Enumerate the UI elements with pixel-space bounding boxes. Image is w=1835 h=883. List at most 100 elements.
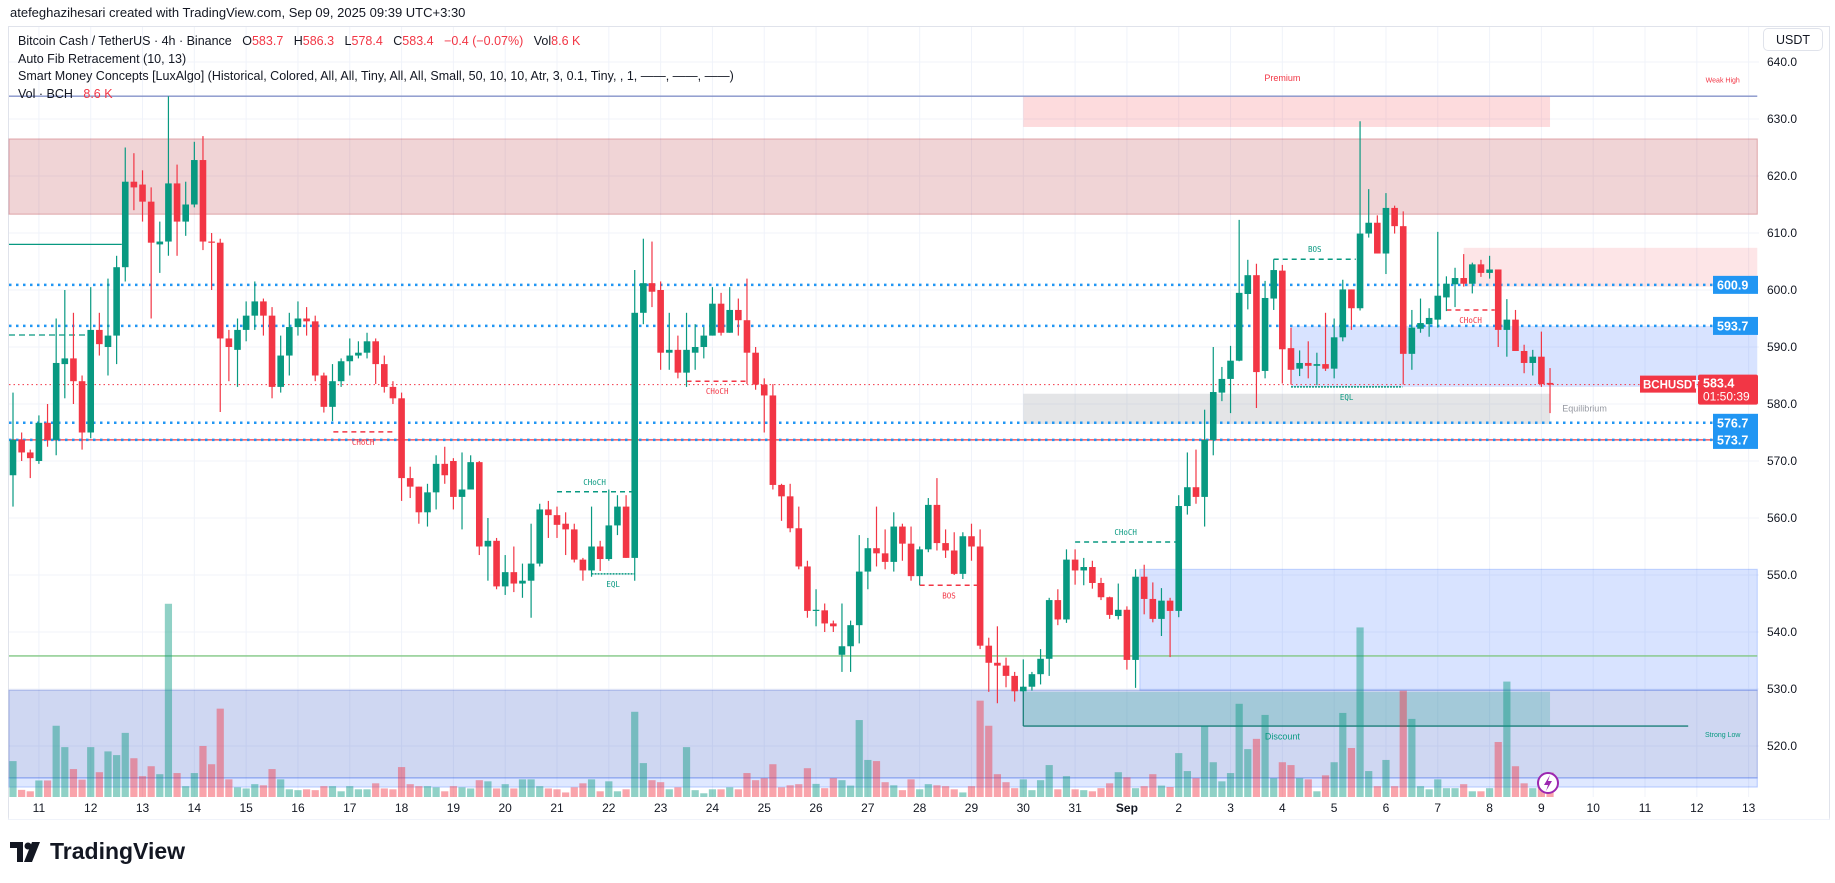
- volume-bar: [950, 789, 958, 797]
- date-label: 14: [188, 801, 202, 815]
- vol-value: 8.6 K: [551, 34, 581, 48]
- volume-bar: [1244, 749, 1252, 797]
- volume-bar: [1226, 773, 1235, 797]
- volume-bar: [1071, 789, 1079, 797]
- price-axis[interactable]: [1759, 27, 1829, 819]
- volume-bar: [415, 786, 423, 797]
- date-label: 24: [706, 801, 720, 815]
- volume-bar: [1468, 791, 1476, 797]
- candle-down: [372, 341, 379, 365]
- volume-bar: [1503, 681, 1511, 797]
- candle-down: [570, 529, 578, 560]
- candle-down: [260, 301, 267, 316]
- candle-up: [1132, 576, 1139, 660]
- candle-down: [1166, 600, 1174, 611]
- indicator-volume[interactable]: Vol · BCH 8.6 K: [18, 86, 734, 104]
- price-tick: 560.0: [1767, 511, 1797, 525]
- date-label: Sep: [1116, 801, 1138, 815]
- indicator-fib[interactable]: Auto Fib Retracement (10, 13): [18, 51, 187, 66]
- volume-bar: [1287, 765, 1295, 797]
- candle-up: [1235, 292, 1243, 361]
- candle-down: [899, 526, 906, 544]
- structure-label: BOS: [942, 591, 956, 600]
- volume-bar: [1175, 753, 1183, 797]
- candle-up: [355, 352, 362, 356]
- currency-button[interactable]: USDT: [1763, 28, 1823, 51]
- volume-bar: [941, 786, 950, 797]
- volume-bar: [423, 786, 432, 797]
- volume-bar: [1149, 774, 1157, 797]
- structure-label: CHoCH: [1459, 316, 1482, 325]
- zone-discount-ob: [1023, 691, 1551, 727]
- candle-down: [1140, 576, 1148, 599]
- volume-bar: [570, 787, 578, 797]
- low-label: L: [344, 34, 352, 48]
- volume-bar: [1270, 778, 1278, 797]
- volume-bar: [700, 793, 708, 797]
- candle-down: [389, 386, 397, 399]
- zone-bearish-ob: [1463, 247, 1758, 287]
- candle-down: [674, 349, 682, 373]
- candle-down: [743, 320, 751, 353]
- volume-bar: [259, 785, 268, 797]
- volume-bar: [121, 732, 129, 797]
- candle-down: [942, 543, 949, 551]
- volume-bar: [553, 789, 561, 797]
- volume-bar: [898, 790, 907, 797]
- candle-down: [562, 523, 569, 530]
- level-badge-label: 600.9: [1717, 278, 1748, 292]
- candle-down: [1253, 275, 1260, 373]
- symbol-legend[interactable]: Bitcoin Cash / TetherUS · 4h · Binance O…: [18, 33, 734, 51]
- tradingview-logo[interactable]: TradingView: [10, 838, 185, 865]
- volume-bar: [268, 769, 276, 797]
- bar-countdown: 01:50:39: [1703, 390, 1750, 404]
- volume-bar: [492, 788, 501, 797]
- zone-discount: [8, 689, 1758, 779]
- volume-bar: [795, 784, 803, 797]
- candle-up: [1209, 392, 1217, 440]
- volume-bar: [1062, 776, 1071, 797]
- volume-bar: [1097, 788, 1105, 797]
- candle-down: [78, 381, 86, 433]
- lightning-icon[interactable]: [1537, 772, 1559, 794]
- candle-down: [985, 645, 993, 663]
- volume-indicator-label: Vol · BCH: [18, 86, 73, 101]
- candle-up: [346, 355, 354, 362]
- volume-bar: [579, 783, 587, 797]
- volume-bar: [743, 773, 751, 797]
- candle-down: [475, 462, 483, 547]
- volume-bar: [320, 786, 328, 797]
- volume-bar: [26, 791, 34, 797]
- volume-bar: [967, 786, 976, 797]
- date-label: 4: [1279, 801, 1286, 815]
- candle-down: [268, 315, 276, 387]
- volume-bar: [1201, 725, 1209, 797]
- volume-bar: [1114, 772, 1122, 797]
- date-label: 26: [809, 801, 823, 815]
- volume-bar: [251, 784, 259, 797]
- zone-discount-band: [8, 777, 1758, 788]
- candle-down: [795, 528, 803, 567]
- candle-down: [199, 160, 207, 242]
- candle-down: [1520, 350, 1528, 363]
- volume-bar: [631, 711, 639, 797]
- time-axis[interactable]: [9, 797, 1759, 819]
- volume-bar: [1019, 779, 1027, 797]
- zone-supply-zone: [8, 138, 1758, 215]
- candle-down: [873, 548, 880, 554]
- date-label: 13: [136, 801, 150, 815]
- volume-bar: [302, 789, 311, 797]
- indicator-smc[interactable]: Smart Money Concepts [LuxAlgo] (Historic…: [18, 69, 734, 83]
- candle-up: [614, 506, 621, 526]
- volume-bar: [907, 779, 915, 797]
- candle-down: [18, 439, 25, 453]
- volume-bar: [104, 751, 112, 797]
- volume-bar: [1036, 780, 1045, 797]
- candle-up: [1175, 506, 1183, 611]
- volume-bar: [354, 789, 362, 797]
- price-tick: 530.0: [1767, 682, 1797, 696]
- candle-down: [26, 452, 34, 459]
- candle-down: [933, 504, 941, 544]
- structure-label: CHoCH: [583, 478, 606, 487]
